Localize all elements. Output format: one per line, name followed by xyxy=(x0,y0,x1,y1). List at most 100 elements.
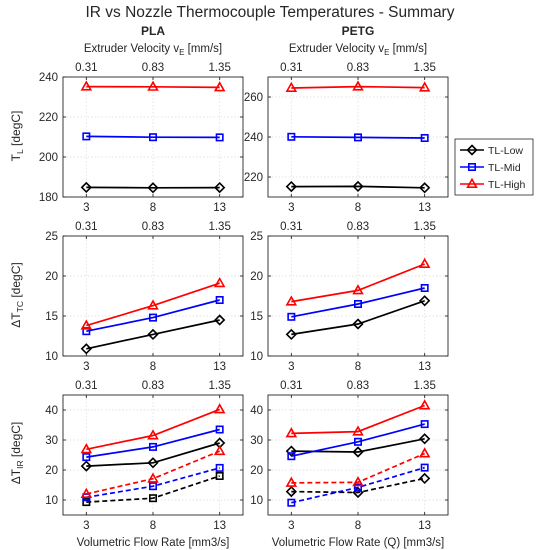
series-tl-mid xyxy=(287,132,429,143)
series-tl-low-dashed xyxy=(82,471,224,507)
data-point xyxy=(147,429,159,440)
x-tick-label: 13 xyxy=(418,361,431,373)
data-point xyxy=(287,452,296,461)
data-point xyxy=(287,132,296,141)
y-tick-label: 20 xyxy=(250,465,263,477)
y-tick-label: 240 xyxy=(244,132,263,144)
y-tick-label: 20 xyxy=(45,465,58,477)
data-point xyxy=(285,485,297,498)
x-tick-label: 3 xyxy=(288,520,294,532)
y-tick-label: 15 xyxy=(45,311,58,323)
data-point xyxy=(215,133,224,142)
legend-entry-tl-mid: TL-Mid xyxy=(460,162,521,174)
data-point xyxy=(80,343,92,355)
data-point xyxy=(418,447,431,458)
series-tl-high xyxy=(80,276,226,330)
data-point xyxy=(149,442,158,451)
y-tick-label: 200 xyxy=(39,152,58,164)
data-point xyxy=(420,283,429,292)
top-tick-label: 1.35 xyxy=(413,221,435,233)
legend-entry-tl-high: TL-High xyxy=(460,177,526,191)
data-point xyxy=(213,444,226,456)
row-ylabel-dtc: ΔTTC [degC] xyxy=(9,262,25,327)
series-tl-high xyxy=(80,80,226,92)
data-point xyxy=(419,182,431,194)
data-point xyxy=(82,453,91,462)
data-point xyxy=(147,457,159,469)
top-tick-label: 1.35 xyxy=(208,62,230,74)
top-tick-label: 1.35 xyxy=(208,380,230,392)
legend-marker xyxy=(467,163,476,172)
series-line xyxy=(86,85,220,89)
top-tick-label: 1.35 xyxy=(413,62,435,74)
series-line xyxy=(291,135,425,139)
y-tick-label: 240 xyxy=(39,72,58,84)
top-tick-label: 0.31 xyxy=(280,221,302,233)
data-point xyxy=(419,295,431,307)
series-tl-mid xyxy=(82,132,224,142)
top-axis-label-pla: Extruder Velocity vE [mm/s] xyxy=(84,43,222,57)
row-ylabel-tl: TL [degC] xyxy=(9,111,25,162)
x-tick-label: 13 xyxy=(213,361,226,373)
data-point xyxy=(353,437,362,446)
y-tick-label: 20 xyxy=(250,271,263,283)
y-tick-label: 15 xyxy=(250,311,263,323)
data-point xyxy=(215,471,224,480)
column-title-pla: PLA xyxy=(141,24,165,38)
data-point xyxy=(285,328,297,341)
series-line xyxy=(291,299,425,336)
x-tick-label: 13 xyxy=(418,520,431,532)
y-tick-label: 220 xyxy=(39,112,58,124)
data-point xyxy=(287,498,296,507)
series-tl-high xyxy=(285,399,431,438)
x-tick-label: 8 xyxy=(355,361,361,373)
series-line xyxy=(86,475,220,503)
data-point xyxy=(80,460,92,472)
data-point xyxy=(147,182,159,194)
top-tick-label: 0.31 xyxy=(280,62,302,74)
data-point xyxy=(420,420,429,429)
x-tick-label: 3 xyxy=(288,361,294,373)
x-tick-label: 13 xyxy=(213,520,226,532)
series-line xyxy=(86,467,220,499)
data-point xyxy=(214,181,226,194)
data-point xyxy=(353,299,362,308)
top-tick-label: 0.31 xyxy=(280,380,302,392)
data-point xyxy=(147,472,159,483)
data-point xyxy=(149,133,158,142)
legend-marker xyxy=(466,144,478,156)
series-tl-mid-dashed xyxy=(287,463,429,507)
top-axis-label-petg: Extruder Velocity vE [mm/s] xyxy=(289,43,427,57)
series-line xyxy=(86,442,220,467)
y-tick-label: 10 xyxy=(250,495,263,507)
legend-label: TL-Low xyxy=(488,145,523,157)
data-point xyxy=(215,425,224,434)
y-tick-label: 220 xyxy=(244,172,263,184)
series-line xyxy=(86,428,220,458)
data-point xyxy=(420,463,429,472)
column-title-petg: PETG xyxy=(342,24,375,38)
y-tick-label: 260 xyxy=(244,92,263,104)
data-point xyxy=(82,132,91,141)
data-point xyxy=(419,433,431,445)
data-point xyxy=(80,487,93,499)
data-point xyxy=(80,319,93,330)
series-tl-low xyxy=(80,181,226,194)
panel-petg-tl: 220 240 260 3 0.31 8 0.83 13 1.35 xyxy=(244,62,449,214)
series-tl-low xyxy=(285,295,431,341)
data-point xyxy=(80,80,93,91)
data-point xyxy=(352,80,364,91)
x-tick-label: 8 xyxy=(355,202,361,214)
panel-pla-dir: 10 20 30 40 3 0.31 8 0.83 13 1.35 xyxy=(45,380,244,532)
data-point xyxy=(149,313,158,322)
data-point xyxy=(147,328,159,341)
legend-label: TL-High xyxy=(488,179,526,191)
series-line xyxy=(291,404,425,435)
legend-entry-tl-low: TL-Low xyxy=(460,144,523,157)
series-tl-mid xyxy=(82,425,224,462)
series-tl-high xyxy=(285,257,431,306)
series-line xyxy=(291,85,425,89)
y-tick-label: 180 xyxy=(39,192,58,204)
series-line xyxy=(86,299,220,333)
